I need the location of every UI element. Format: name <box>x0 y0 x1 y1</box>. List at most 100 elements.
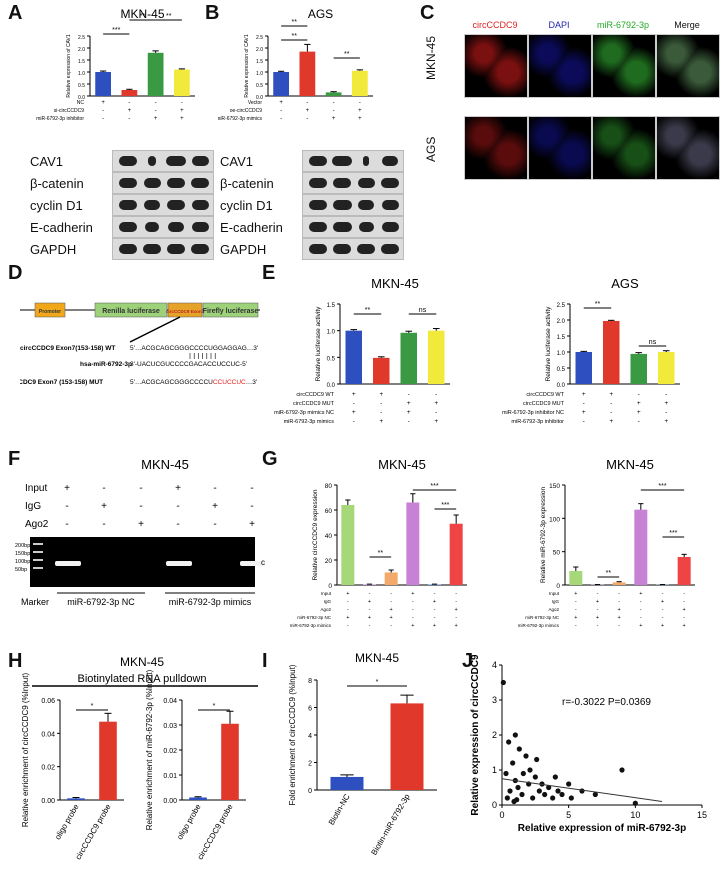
chart-title: MKN-45 <box>378 457 426 472</box>
y-tick-label: 0.0 <box>327 383 336 389</box>
row-sign: + <box>411 591 414 597</box>
row-sign: - <box>434 607 436 613</box>
blot-band <box>191 200 209 210</box>
significance-label: ** <box>166 13 172 20</box>
bar <box>428 584 441 585</box>
y-tick-label: 2.0 <box>78 47 85 53</box>
y-axis-label: Relative luciferase activity <box>545 306 552 382</box>
if-column-header: DAPI <box>548 20 570 30</box>
group-label: miR-6792-3p mimics <box>169 597 252 607</box>
panel-label-f: F <box>8 448 21 470</box>
row-sign: + <box>368 615 371 621</box>
bar <box>95 72 111 96</box>
row-label: miR-6792-3p mimics NC <box>274 410 334 416</box>
row-sign: - <box>155 100 157 106</box>
row-sign: - <box>640 615 642 621</box>
blot-band <box>119 200 137 210</box>
scatter-point <box>552 774 558 780</box>
row-label: miR-6792-3p NC <box>297 615 332 620</box>
ladder-label: 100bp <box>15 559 30 565</box>
row-sign: - <box>683 599 685 605</box>
significance-label: *** <box>441 502 449 509</box>
bar <box>575 352 592 384</box>
y-tick-label: 0.5 <box>78 83 85 89</box>
row-sign: + <box>411 623 414 629</box>
row-sign: + <box>582 391 586 398</box>
blot-row: GAPDH <box>220 238 404 260</box>
if-image-tile <box>656 34 720 98</box>
row-sign: - <box>128 116 130 122</box>
row-sign: - <box>369 607 371 613</box>
row-label: Ago2 <box>548 607 559 612</box>
ladder-band <box>33 559 43 561</box>
construct-label: circCCDC9 Exon7 <box>166 309 205 314</box>
row-sign: - <box>369 591 371 597</box>
row-sign: + <box>332 116 336 122</box>
row-sign: + <box>407 409 411 416</box>
x-axis-label: Relative expression of miR-6792-3p <box>518 823 686 834</box>
x-tick-label: 0 <box>499 810 504 820</box>
panel-h-pulldown-charts: MKN-45 Biotinylated RNA pulldown 0.00 0.02 0… <box>21 655 258 861</box>
bar <box>677 557 691 585</box>
row-sign: - <box>408 418 410 425</box>
row-sign: - <box>412 599 414 605</box>
gel-row-sign: - <box>250 483 253 494</box>
panel-label-g: G <box>262 448 278 470</box>
blot-band <box>357 178 375 188</box>
row-sign: - <box>618 623 620 629</box>
chart-title: AGS <box>308 7 333 21</box>
row-sign: + <box>574 591 577 597</box>
blot-row: GAPDH <box>30 238 214 260</box>
x-tick-label: 15 <box>697 810 707 820</box>
row-sign: - <box>333 108 335 114</box>
row-sign: + <box>433 623 436 629</box>
category-label: Biotin-miR-6792-3p <box>369 792 412 857</box>
blot-row: CAV1 <box>30 150 214 172</box>
significance-label: ** <box>292 33 298 40</box>
y-tick-label: 2 <box>308 761 312 768</box>
significance-label: ** <box>365 307 371 314</box>
row-label: miR-6792-3p mimics <box>218 116 262 122</box>
scatter-point <box>559 791 565 798</box>
blot-band <box>167 178 185 188</box>
y-tick-label: 4 <box>308 733 312 740</box>
row-sign: + <box>683 607 686 613</box>
row-sign: + <box>180 116 184 122</box>
y-axis-label: Relative enrichment of circCCDC9 (%Input… <box>21 673 30 828</box>
row-sign: - <box>662 615 664 621</box>
panel-b-bar-chart: AGS 0.0 0.5 1.0 1.5 2.0 2.5 Relative expression… <box>218 7 373 122</box>
gel-row-sign: - <box>102 483 105 494</box>
bar <box>406 502 420 585</box>
row-label: miR-6792-3p inhibitor NC <box>502 410 564 416</box>
marker-label: Marker <box>21 597 49 607</box>
row-sign: + <box>180 108 184 114</box>
row-sign: - <box>359 100 361 106</box>
blot-strip <box>112 238 214 260</box>
ladder-band <box>33 567 43 569</box>
bar <box>273 72 289 96</box>
category-label: circCCDC9 probe <box>74 802 113 861</box>
row-sign: - <box>575 607 577 613</box>
chart-title: MKN-45 <box>355 651 399 665</box>
y-tick-label: 40 <box>325 533 333 540</box>
row-sign: - <box>638 418 640 425</box>
row-sign: + <box>596 599 599 605</box>
row-sign: - <box>610 409 612 416</box>
significance-label: ** <box>344 51 350 58</box>
blot-band <box>358 222 374 232</box>
bar <box>400 332 417 384</box>
blot-strip <box>112 216 214 238</box>
row-label: miR-6792-3p mimics <box>518 623 560 628</box>
x-tick-label: 5 <box>566 810 571 820</box>
y-tick-label: 2.5 <box>78 35 85 41</box>
row-sign: - <box>380 409 382 416</box>
scatter-point <box>619 767 625 773</box>
y-tick-label: 2.5 <box>256 35 263 41</box>
blot-label: β-catenin <box>30 175 84 191</box>
y-tick-label: 2.5 <box>557 303 566 309</box>
row-sign: - <box>102 108 104 114</box>
row-sign: - <box>155 108 157 114</box>
row-sign: - <box>597 623 599 629</box>
category-label: Biotin-NC <box>327 792 352 826</box>
gel-row-sign: + <box>249 519 255 530</box>
